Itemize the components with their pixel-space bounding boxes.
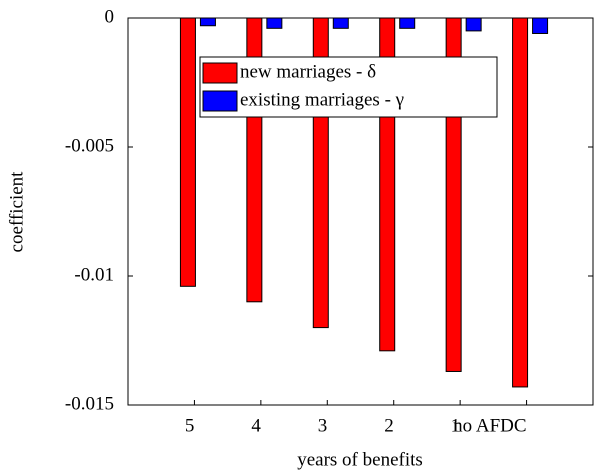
x-axis-label: years of benefits: [297, 449, 423, 470]
bar: [465, 17, 482, 32]
y-tick-label: -0.005: [65, 135, 114, 156]
x-tick-label: 2: [384, 415, 394, 436]
bar: [199, 17, 216, 27]
axes-box: [127, 17, 594, 406]
legend-swatch: [202, 90, 238, 112]
bar: [266, 17, 283, 29]
legend-swatch: [202, 62, 238, 84]
legend: new marriages - δ existing marriages - γ: [199, 56, 498, 118]
legend-box: [199, 56, 498, 118]
legend-label: new marriages - δ: [240, 61, 376, 82]
x-tick-label: 5: [185, 415, 195, 436]
bar: [532, 17, 549, 34]
bar: [332, 17, 349, 29]
y-tick-label: -0.015: [65, 393, 114, 414]
y-axis-label: coefficient: [6, 171, 27, 253]
y-tick-label: 0: [105, 6, 115, 27]
bar: [512, 17, 529, 388]
bar: [399, 17, 416, 29]
legend-label: existing marriages - γ: [240, 89, 404, 110]
x-tick-label: 1: [451, 415, 461, 436]
bar: [179, 17, 196, 287]
x-tick-label: 3: [318, 415, 328, 436]
x-tick-label: no AFDC: [453, 415, 526, 436]
x-tick-label: 4: [251, 415, 261, 436]
y-tick-label: -0.01: [74, 264, 114, 285]
